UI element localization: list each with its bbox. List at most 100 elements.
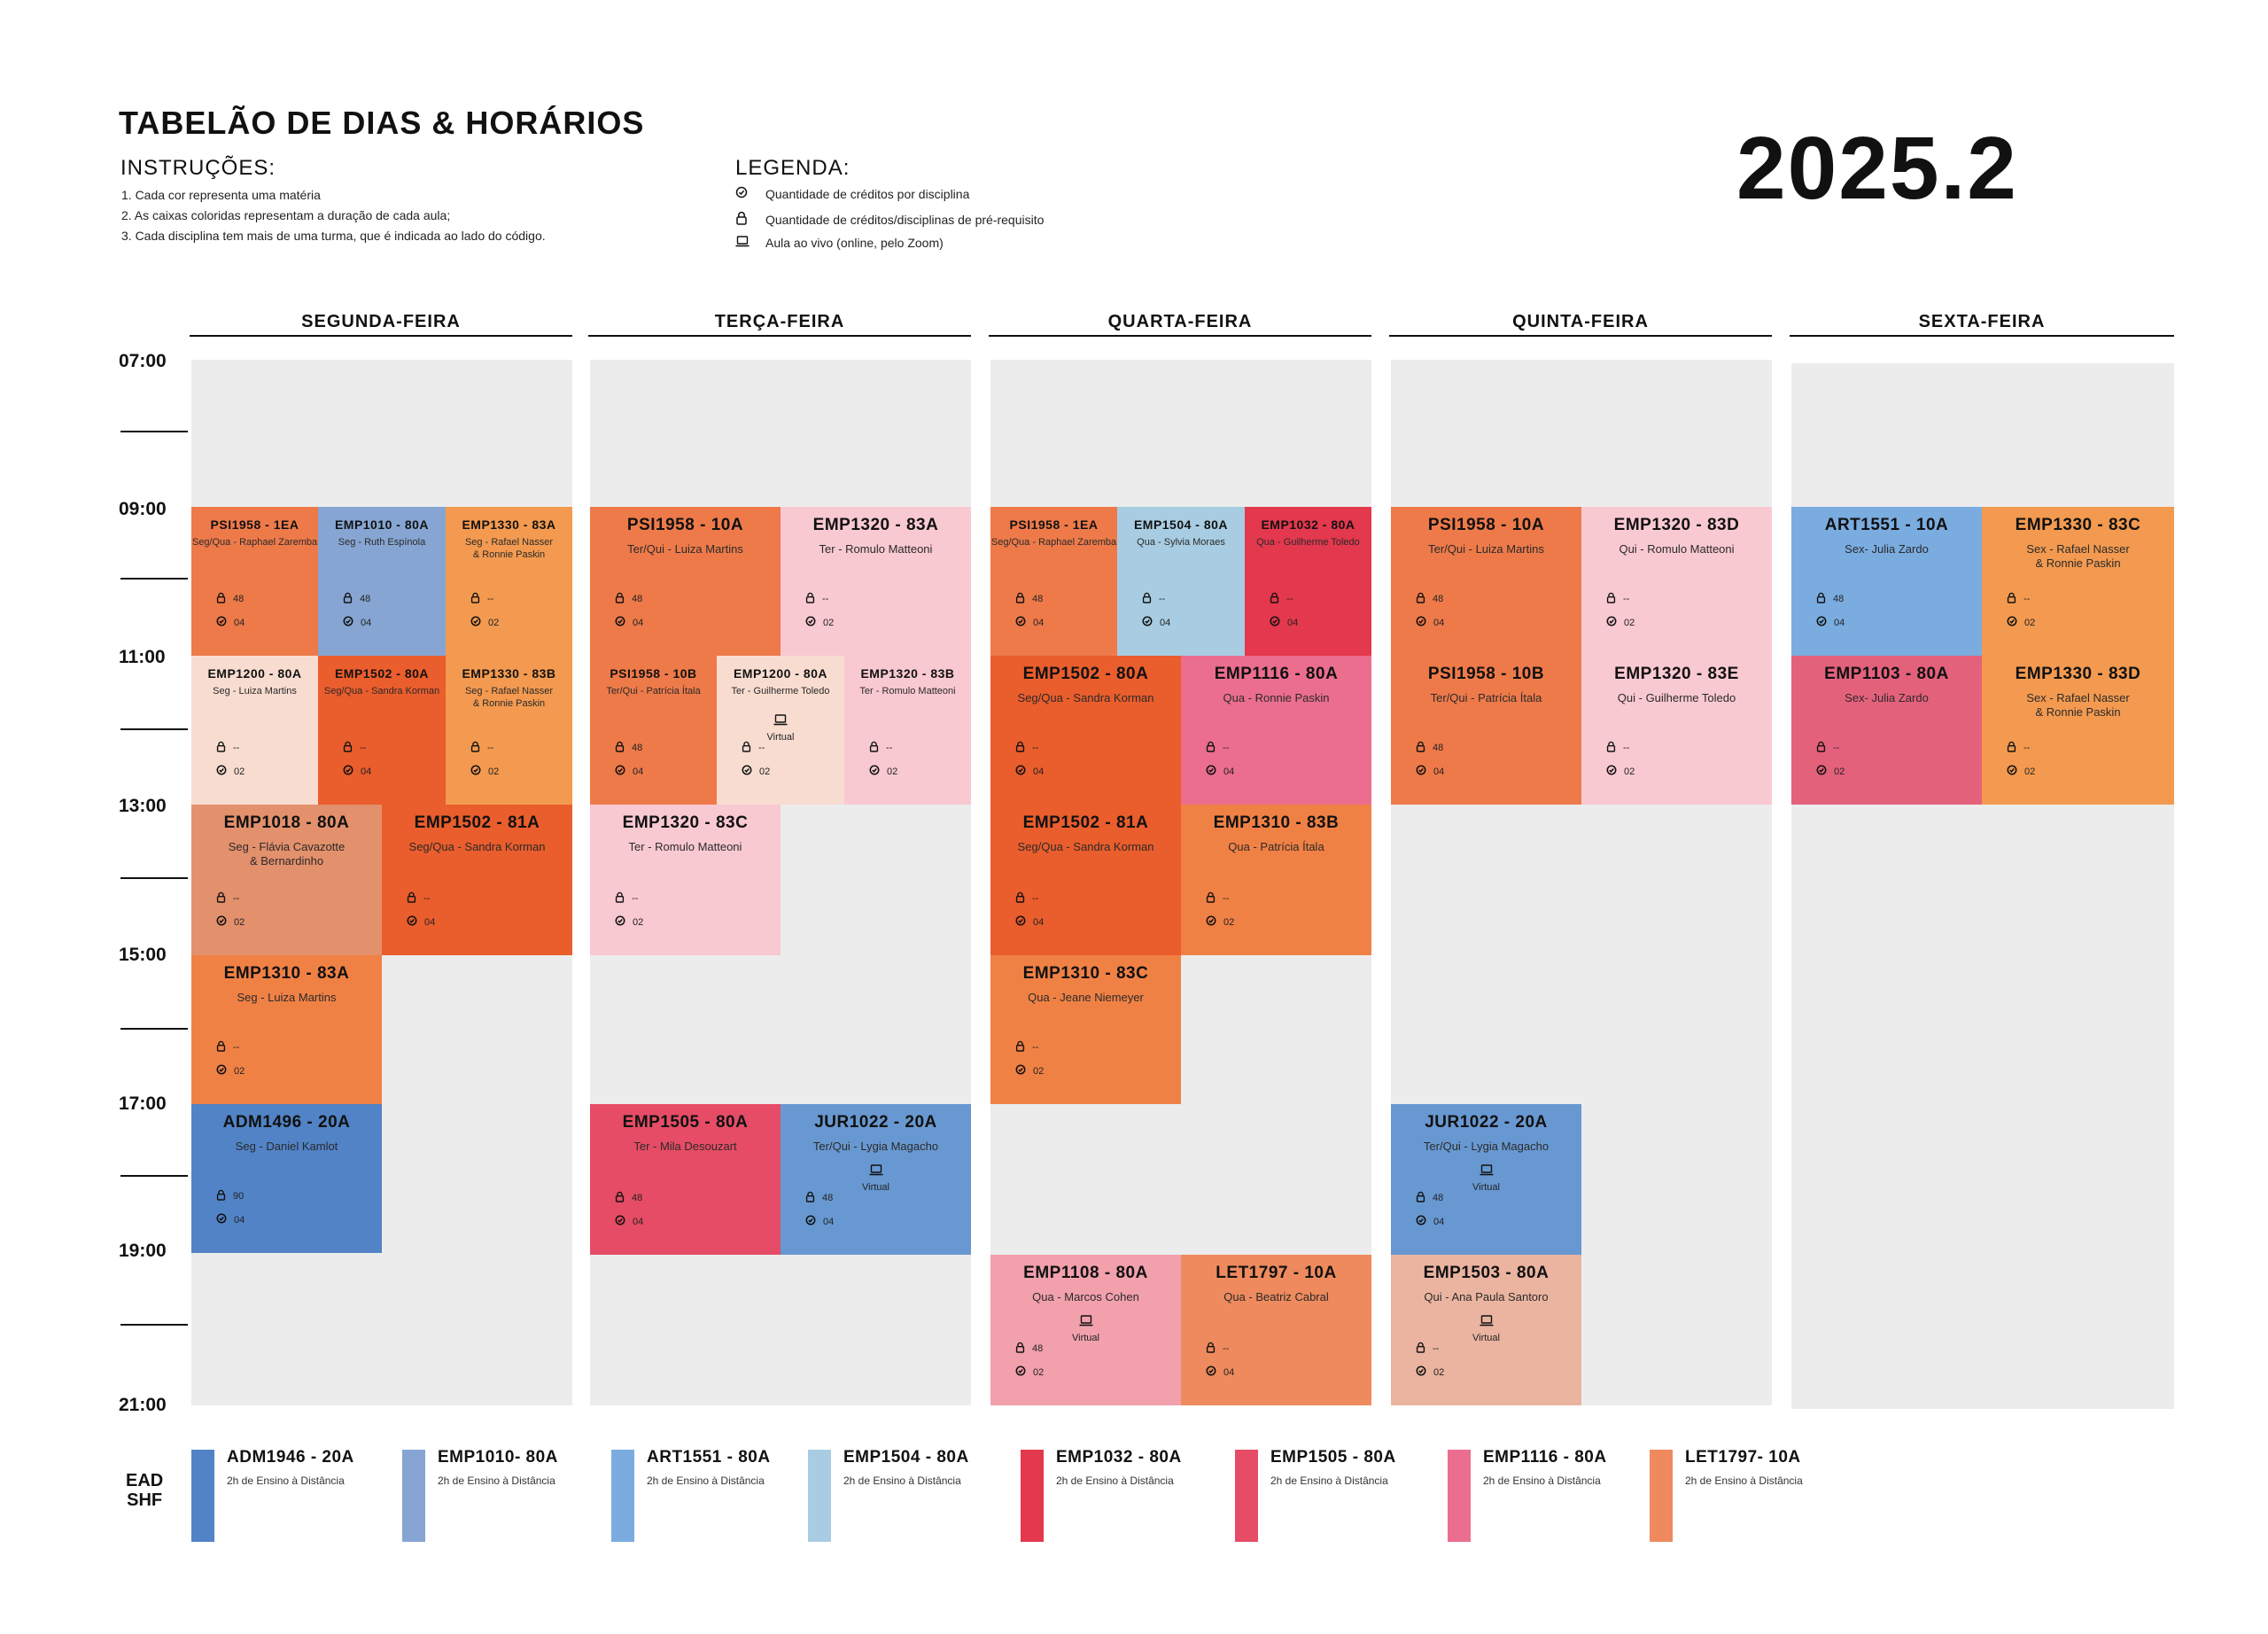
prerequisite-info: 48 <box>1416 1191 1443 1205</box>
lock-icon <box>1015 592 1032 606</box>
ead-color-bar <box>808 1450 831 1542</box>
credit-check-icon <box>1416 616 1433 629</box>
lock-icon <box>1015 741 1032 755</box>
class-block-seg-adm1496-20a: ADM1496 - 20A Seg - Daniel Kamlot 90 04 <box>191 1104 382 1253</box>
ead-color-bar <box>191 1450 214 1542</box>
lock-icon <box>615 741 632 755</box>
class-block-seg-emp1502-80a: EMP1502 - 80A Seg/Qua - Sandra Korman -- 04 <box>318 656 446 805</box>
laptop-icon <box>1391 1315 1581 1329</box>
lock-icon <box>216 592 233 606</box>
credit-check-icon <box>805 616 823 629</box>
day-header-segunda: SEGUNDA-FEIRA <box>190 310 572 337</box>
class-block-seg-emp1310-83a: EMP1310 - 83A Seg - Luiza Martins -- 02 <box>191 955 382 1104</box>
prerequisite-info: 48 <box>805 1191 833 1205</box>
class-schedule-professor: Qua - Jeane Niemeyer <box>1028 991 1144 1004</box>
class-block-seg-psi1958-1ea: PSI1958 - 1EA Seg/Qua - Raphael Zaremba 48… <box>191 507 318 656</box>
class-code: EMP1108 - 80A <box>1023 1264 1148 1282</box>
credits-info: 02 <box>470 616 499 629</box>
ead-description: 2h de Ensino à Distância <box>647 1474 765 1487</box>
prerequisite-value: -- <box>2023 594 2031 604</box>
class-block-qua-emp1502-80a: EMP1502 - 80A Seg/Qua - Sandra Korman -- 04 <box>990 656 1181 805</box>
credits-value: 04 <box>1287 617 1299 628</box>
credit-check-icon <box>1015 1366 1033 1379</box>
prerequisite-value: 48 <box>1833 594 1845 604</box>
credits-value: 04 <box>1033 916 1045 928</box>
legend-item-virtual: Aula ao vivo (online, pelo Zoom) <box>735 236 944 250</box>
credits-info: 04 <box>615 616 643 629</box>
credits-info: 02 <box>470 765 499 778</box>
credit-check-icon <box>343 765 361 778</box>
class-block-ter-emp1200-80a: EMP1200 - 80A Ter - Guilherme Toledo Virtu… <box>717 656 844 805</box>
ead-color-bar <box>1235 1450 1258 1542</box>
class-block-sex-emp1330-83d: EMP1330 - 83D Sex - Rafael Nasser & Ronni… <box>1982 656 2174 805</box>
class-code: EMP1310 - 83B <box>1213 813 1340 832</box>
class-schedule-professor: Seg - Rafael Nasser & Ronnie Paskin <box>464 686 554 709</box>
credits-value: 02 <box>1223 916 1235 928</box>
ead-color-bar <box>402 1450 425 1542</box>
lock-icon <box>1015 891 1032 906</box>
class-block-qua-emp1310-83c: EMP1310 - 83C Qua - Jeane Niemeyer -- 02 <box>990 955 1181 1104</box>
credit-check-icon <box>407 915 424 929</box>
credits-info: 04 <box>1206 1366 1234 1379</box>
class-schedule-professor: Ter/Qui - Luiza Martins <box>1428 542 1544 556</box>
ead-code: ART1551 - 80A <box>647 1448 771 1467</box>
prerequisite-info: -- <box>1606 592 1629 606</box>
class-block-qua-emp1032-80a: EMP1032 - 80A Qua - Guilherme Toledo -- 04 <box>1245 507 1371 656</box>
class-code: EMP1330 - 83C <box>2015 516 2141 534</box>
credit-check-icon <box>470 765 488 778</box>
class-schedule-professor: Sex- Julia Zardo <box>1845 542 1929 556</box>
credits-info: 04 <box>1015 915 1044 929</box>
credits-info: 02 <box>805 616 834 629</box>
prerequisite-info: 48 <box>343 592 370 606</box>
class-code: EMP1200 - 80A <box>207 666 302 681</box>
credits-value: 04 <box>234 1214 245 1226</box>
credit-check-icon <box>1606 765 1624 778</box>
credits-info: 02 <box>1206 915 1234 929</box>
credits-value: 04 <box>1433 766 1445 777</box>
class-code: EMP1320 - 83D <box>1613 516 1740 534</box>
class-code: EMP1504 - 80A <box>1133 517 1229 532</box>
credits-value: 04 <box>361 766 372 777</box>
prerequisite-info: -- <box>615 891 638 906</box>
class-code: PSI1958 - 10B <box>610 666 697 681</box>
legend-item-credits: Quantidade de créditos por disciplina <box>735 186 969 201</box>
class-code: EMP1320 - 83A <box>812 516 939 534</box>
credit-check-icon <box>869 765 887 778</box>
credits-info: 04 <box>1206 765 1234 778</box>
prerequisite-value: -- <box>1159 594 1166 604</box>
prerequisite-info: -- <box>1015 1040 1038 1054</box>
class-code: PSI1958 - 10B <box>1427 665 1545 683</box>
credit-check-icon <box>470 616 488 629</box>
lock-icon <box>1206 891 1223 906</box>
credits-value: 04 <box>1834 617 1845 628</box>
class-code: EMP1010 - 80A <box>334 517 430 532</box>
time-tick <box>120 1324 188 1326</box>
time-tick <box>120 877 188 879</box>
credit-check-icon <box>1606 616 1624 629</box>
prerequisite-value: -- <box>2023 743 2031 753</box>
prerequisite-info: -- <box>470 592 493 606</box>
credit-check-icon <box>1015 765 1033 778</box>
class-block-qua-emp1116-80a: EMP1116 - 80A Qua - Ronnie Paskin -- 04 <box>1181 656 1371 805</box>
ead-description: 2h de Ensino à Distância <box>1483 1474 1601 1487</box>
lock-icon <box>1606 592 1623 606</box>
class-schedule-professor: Seg - Luiza Martins <box>213 686 297 696</box>
class-block-seg-emp1330-83a: EMP1330 - 83A Seg - Rafael Nasser & Ronni… <box>446 507 572 656</box>
credits-value: 02 <box>234 1065 245 1077</box>
virtual-indicator: Virtual <box>990 1315 1181 1343</box>
class-code: EMP1103 - 80A <box>1824 665 1949 683</box>
prerequisite-info: -- <box>1270 592 1293 606</box>
time-label: 09:00 <box>119 499 167 519</box>
credit-check-icon <box>615 616 633 629</box>
credits-value: 04 <box>361 617 372 628</box>
credit-check-icon <box>1270 616 1287 629</box>
class-block-qui-psi1958-10b: PSI1958 - 10B Ter/Qui - Patrícia Ítala 48 0… <box>1391 656 1581 805</box>
prerequisite-info: 48 <box>1015 592 1043 606</box>
ead-code: EMP1505 - 80A <box>1270 1448 1396 1467</box>
prerequisite-value: -- <box>1433 1343 1440 1354</box>
class-code: EMP1116 - 80A <box>1214 665 1339 683</box>
class-code: PSI1958 - 1EA <box>1009 517 1099 532</box>
ead-description: 2h de Ensino à Distância <box>1685 1474 1803 1487</box>
credits-info: 04 <box>805 1215 834 1228</box>
prerequisite-info: 48 <box>216 592 244 606</box>
